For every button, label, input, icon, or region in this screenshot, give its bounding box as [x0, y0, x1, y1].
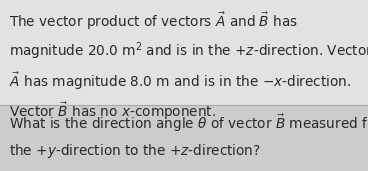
Text: Vector $\vec{B}$ has no $x$-component.: Vector $\vec{B}$ has no $x$-component. [9, 100, 216, 122]
Text: $\vec{A}$ has magnitude 8.0 m and is in the $-x$-direction.: $\vec{A}$ has magnitude 8.0 m and is in … [9, 70, 351, 92]
Text: The vector product of vectors $\vec{A}$ and $\vec{B}$ has: The vector product of vectors $\vec{A}$ … [9, 10, 298, 32]
Text: magnitude 20.0 m$^2$ and is in the $+z$-direction. Vector: magnitude 20.0 m$^2$ and is in the $+z$-… [9, 40, 368, 62]
Text: the $+y$-direction to the $+z$-direction?: the $+y$-direction to the $+z$-direction… [9, 142, 261, 160]
Text: What is the direction angle $\theta$ of vector $\vec{B}$ measured from: What is the direction angle $\theta$ of … [9, 112, 368, 134]
Bar [0, 105, 368, 171]
